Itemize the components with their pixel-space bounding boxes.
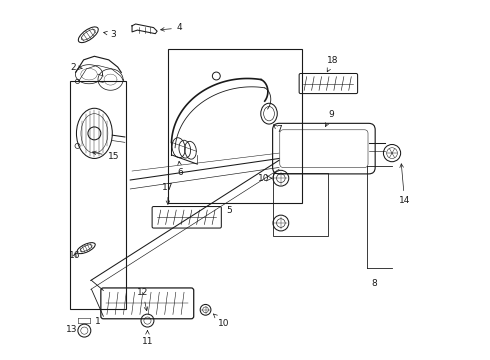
Bar	[168, 49, 302, 203]
Text: 14: 14	[399, 164, 410, 205]
Text: 18: 18	[327, 56, 339, 72]
Text: 2: 2	[71, 63, 82, 72]
Bar	[70, 81, 125, 309]
Text: 13: 13	[66, 325, 77, 334]
Text: 16: 16	[69, 251, 81, 260]
Text: 17: 17	[162, 183, 173, 204]
Text: 10: 10	[258, 174, 269, 183]
Text: 1: 1	[95, 317, 101, 326]
Text: 10: 10	[214, 314, 229, 328]
Text: 11: 11	[142, 330, 153, 346]
Text: 4: 4	[161, 23, 182, 32]
Text: 7: 7	[273, 125, 282, 134]
Text: 8: 8	[371, 279, 377, 288]
Text: 3: 3	[103, 30, 116, 39]
Text: 9: 9	[325, 110, 334, 127]
Text: 6: 6	[177, 161, 183, 177]
Text: 5: 5	[226, 206, 232, 215]
Text: 15: 15	[93, 151, 119, 161]
Text: 12: 12	[137, 288, 148, 311]
Bar	[272, 173, 328, 235]
